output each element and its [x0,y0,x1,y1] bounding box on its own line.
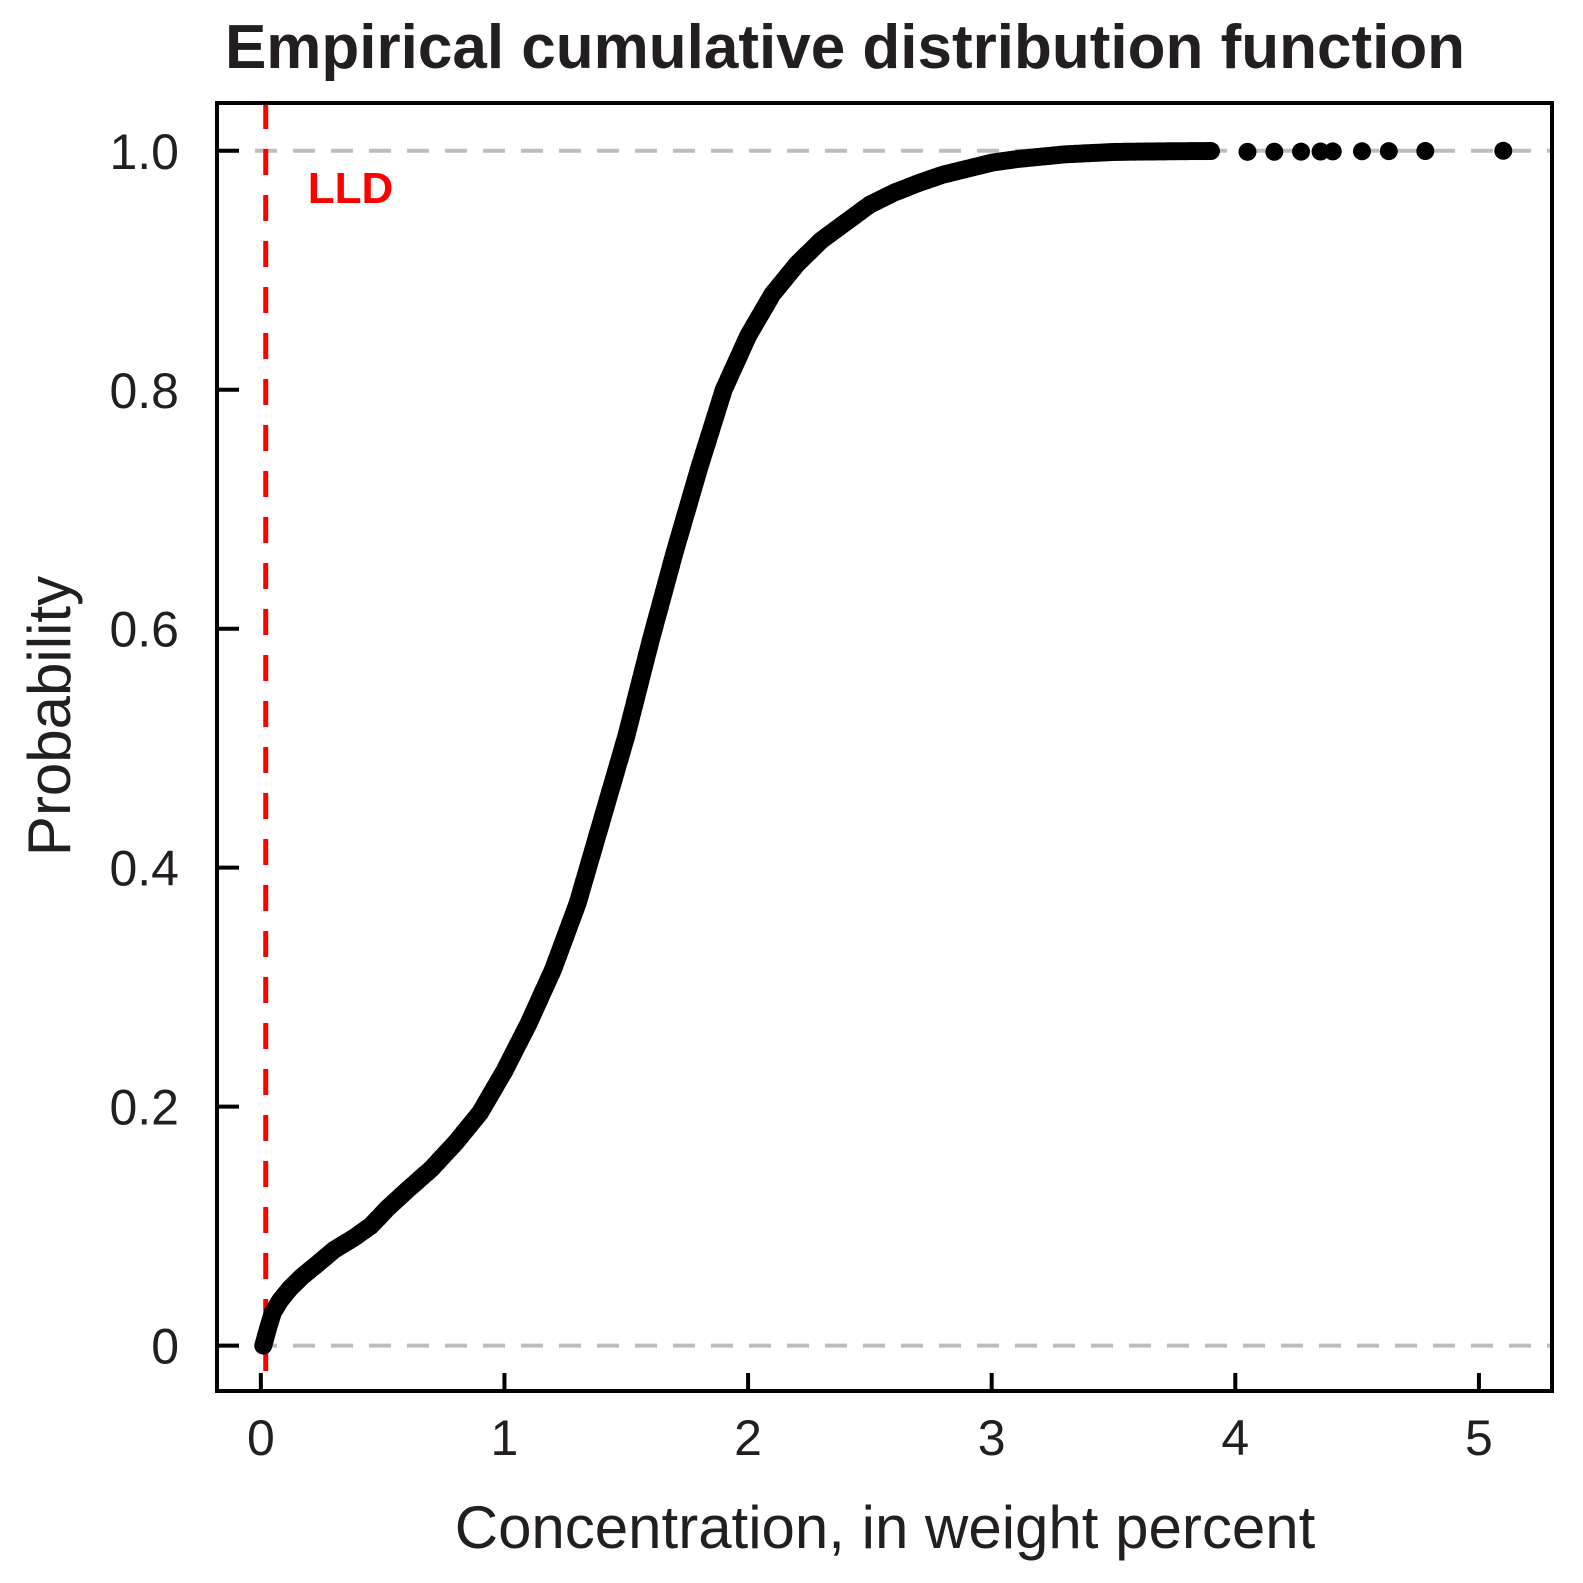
y-axis: 0 0.2 0.4 0.6 0.8 1.0 [109,124,239,1375]
gridlines [217,148,1552,1348]
x-tick-label: 5 [1465,1410,1493,1466]
y-tick-label: 0.4 [109,841,179,897]
x-tick-label: 0 [247,1410,275,1466]
x-tick-label: 1 [491,1410,519,1466]
x-tick-label: 2 [734,1410,762,1466]
x-tick-label: 3 [978,1410,1006,1466]
x-axis: 0 1 2 3 4 5 [247,1373,1493,1466]
data-points [254,141,1513,1355]
x-tick-label: 4 [1221,1410,1249,1466]
data-point-tail [1494,141,1513,160]
y-axis-title: Probability [16,576,83,856]
y-tick-label: 0.8 [109,363,179,419]
data-point-tail [1352,142,1371,161]
data-point-tail [1416,142,1435,161]
lld-line-group: LLD [263,103,394,1391]
y-tick-label: 0 [151,1319,179,1375]
data-point-tail [1238,142,1257,161]
data-point [1201,142,1220,161]
x-axis-title: Concentration, in weight percent [455,1494,1316,1561]
plot-frame [215,101,1554,1393]
y-tick-label: 0.2 [109,1080,179,1136]
lld-label: LLD [308,164,394,213]
data-point-tail [1323,142,1342,161]
chart-title: Empirical cumulative distribution functi… [225,13,1465,82]
y-tick-label: 1.0 [109,124,179,180]
y-tick-label: 0.6 [109,602,179,658]
data-point-tail [1265,142,1284,161]
data-point-tail [1379,142,1398,161]
data-point-tail [1292,142,1311,161]
